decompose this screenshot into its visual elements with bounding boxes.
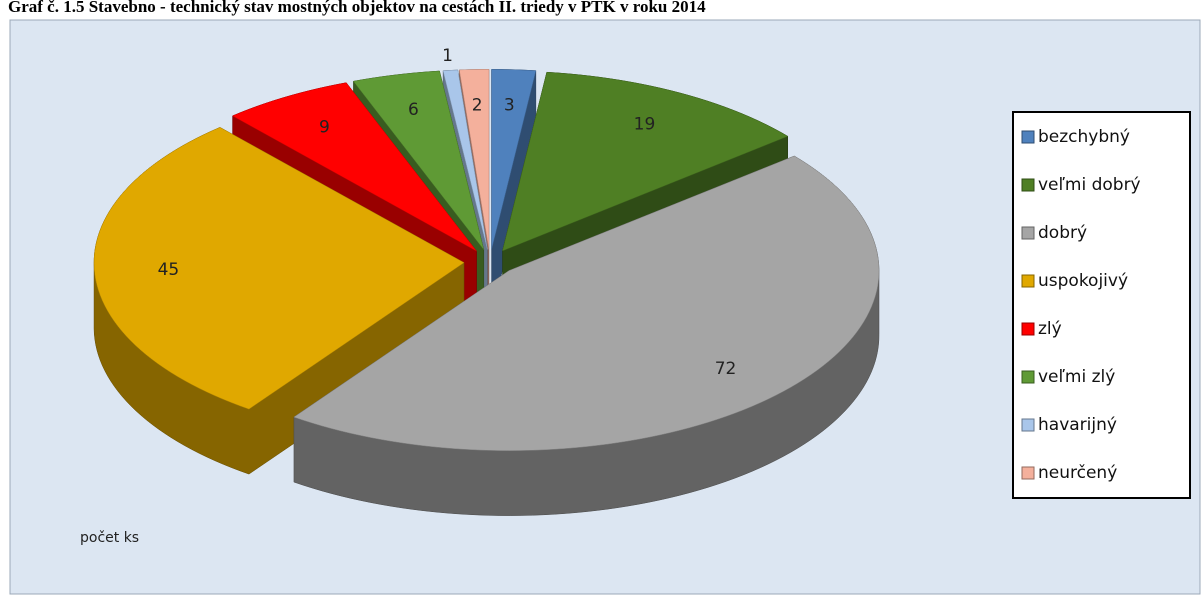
legend-label: bezchybný (1038, 127, 1130, 147)
legend-label: veľmi dobrý (1038, 175, 1141, 195)
slice (231, 82, 477, 252)
legend-swatch (1021, 322, 1035, 336)
legend (1012, 111, 1191, 499)
data-label: 19 (634, 115, 656, 135)
data-label: 6 (408, 100, 419, 120)
slice (293, 155, 880, 451)
legend-swatch (1021, 370, 1035, 384)
slice (502, 71, 789, 252)
slice (352, 70, 485, 250)
legend-swatch (1021, 226, 1035, 240)
slice (459, 69, 490, 250)
chart-title: Graf č. 1.5 Stavebno - technický stav mo… (8, 0, 706, 16)
legend-label: veľmi zlý (1038, 367, 1115, 387)
legend-label: zlý (1038, 319, 1062, 339)
legend-label: neurčený (1038, 463, 1117, 483)
data-label: 9 (319, 118, 330, 138)
data-label: 2 (472, 95, 483, 115)
data-label: 3 (504, 96, 515, 116)
legend-swatch (1021, 130, 1035, 144)
data-label: 72 (715, 359, 737, 379)
annotation: počet ks (80, 530, 139, 546)
legend-swatch (1021, 178, 1035, 192)
legend-label: havarijný (1038, 415, 1117, 435)
legend-label: uspokojivý (1038, 271, 1128, 291)
slice (491, 69, 537, 250)
slice (442, 69, 488, 250)
legend-label: dobrý (1038, 223, 1087, 243)
data-label: 1 (442, 46, 453, 66)
pie (93, 69, 880, 516)
slice (93, 127, 465, 410)
legend-swatch (1021, 274, 1035, 288)
data-label: 45 (158, 260, 180, 280)
legend-swatch (1021, 418, 1035, 432)
legend-swatch (1021, 466, 1035, 480)
